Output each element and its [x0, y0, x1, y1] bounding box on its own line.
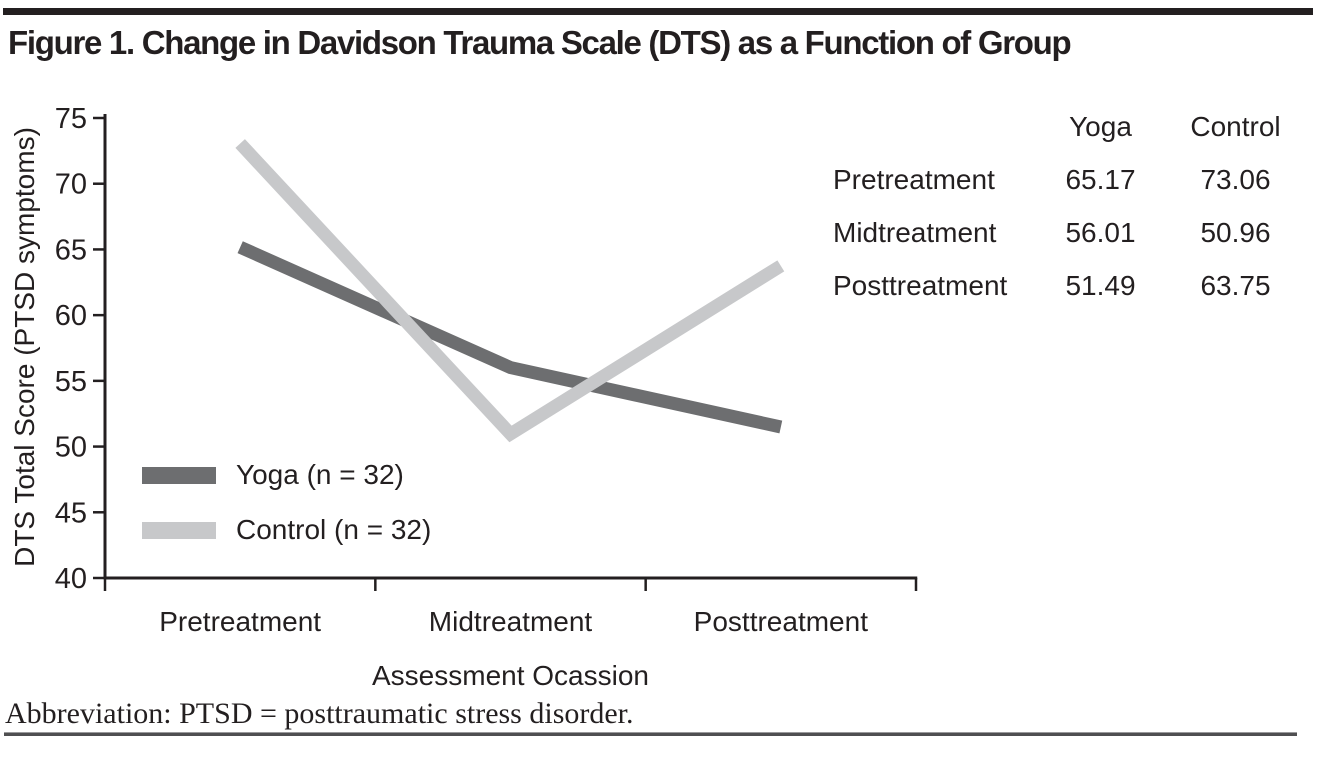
table-value: 73.06: [1200, 163, 1271, 195]
legend-label-yoga: Yoga (n = 32): [236, 459, 404, 490]
table-value: 56.01: [1065, 216, 1136, 248]
table-col-header-control: Control: [1190, 110, 1281, 142]
y-axis-title: DTS Total Score (PTSD symptoms): [9, 127, 40, 567]
chart-legend: Yoga (n = 32) Control (n = 32): [142, 459, 431, 546]
y-tick-label: 40: [55, 563, 87, 595]
table-value: 51.49: [1065, 269, 1136, 301]
table-col-header-yoga: Yoga: [1069, 110, 1132, 142]
top-rule: [3, 8, 1313, 15]
abbreviation-note: Abbreviation: PTSD = posttraumatic stres…: [5, 697, 634, 730]
y-tick-label: 45: [55, 497, 87, 529]
bottom-rule: [4, 732, 1297, 736]
figure-title: Figure 1. Change in Davidson Trauma Scal…: [8, 24, 1072, 61]
side-table: Yoga Control Pretreatment 65.17 73.06 Midtr…: [833, 100, 1303, 312]
legend-item-yoga: Yoga (n = 32): [142, 459, 431, 491]
y-tick-label: 60: [55, 300, 87, 332]
table-row-label: Midtreatment: [833, 216, 997, 248]
x-category-label: Pretreatment: [159, 606, 321, 637]
series-line-yoga: [237, 241, 783, 434]
x-category-label: Midtreatment: [429, 606, 593, 637]
table-value: 65.17: [1065, 163, 1136, 195]
y-tick-label: 50: [55, 432, 87, 464]
y-tick-label: 75: [55, 103, 87, 135]
control-line-swatch: [142, 521, 216, 539]
legend-label-control: Control (n = 32): [236, 514, 432, 545]
x-axis-title: Assessment Ocassion: [372, 660, 649, 691]
y-tick-label: 70: [55, 169, 87, 201]
x-category-label: Posttreatment: [694, 606, 869, 637]
yoga-line-swatch: [142, 466, 216, 484]
series-line-control: [235, 139, 785, 443]
legend-item-control: Control (n = 32): [142, 514, 431, 546]
y-tick-label: 55: [55, 366, 87, 398]
y-tick-label: 65: [55, 234, 87, 266]
table-value: 50.96: [1200, 216, 1271, 248]
table-value: 63.75: [1200, 269, 1271, 301]
table-row-label: Pretreatment: [833, 163, 995, 195]
table-row-label: Posttreatment: [833, 269, 1008, 301]
